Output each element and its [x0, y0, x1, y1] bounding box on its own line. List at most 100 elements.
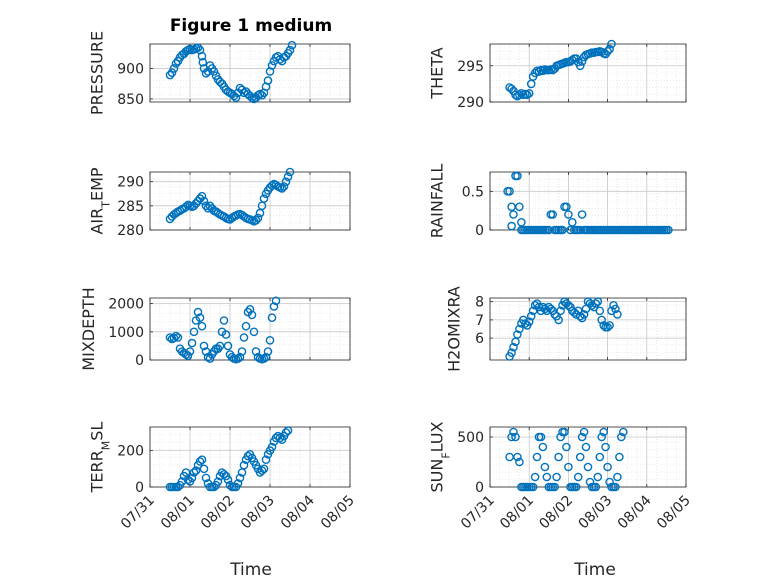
panel-sun-flux-data-point — [536, 432, 546, 442]
panel-air-temp-y-tick-label: 290 — [117, 175, 144, 191]
panel-sun-flux-data-point — [617, 432, 626, 442]
panel-theta-data-point — [575, 61, 585, 71]
panel-sun-flux-x-tick-label: 07/31 — [458, 493, 498, 533]
panel-terr-msl-data-point — [213, 477, 223, 486]
panel-terr-msl-data-point — [177, 477, 187, 486]
panel-pressure-data-point — [171, 59, 181, 68]
panel-air-temp-y-tick-label: 280 — [117, 223, 144, 239]
panel-terr-msl-x-tick-label: 08/03 — [238, 493, 278, 533]
panel-mixdepth-data-point — [239, 333, 249, 342]
panel-h2omixra-data-point — [507, 348, 516, 358]
panel-mixdepth-data-point — [251, 347, 261, 356]
panel-rainfall-data-point — [548, 210, 558, 219]
panel-mixdepth-data-point — [237, 347, 247, 356]
panel-terr-msl-data-point — [199, 464, 209, 474]
panel-h2omixra-data-point — [593, 297, 603, 306]
panel-terr-msl-data-point — [195, 457, 205, 466]
panel-rainfall-data-point — [568, 217, 577, 227]
panel-h2omixra: 6 7 8 H2OMIXRA — [445, 286, 687, 372]
panel-mixdepth-data-point — [169, 333, 179, 343]
panel-mixdepth-data-point — [247, 310, 257, 320]
panel-air-temp-data-point — [181, 202, 191, 212]
panel-sun-flux-data-point — [550, 482, 560, 492]
panel-air-temp-data-point — [251, 215, 261, 225]
panel-sun-flux-x-tick-label: 08/01 — [497, 493, 537, 533]
panel-terr-msl-data-point — [191, 466, 201, 475]
panel-mixdepth-data-point — [265, 335, 275, 345]
panel-rainfall-data-point — [507, 221, 516, 231]
panel-air-temp-axes-box — [149, 171, 351, 231]
panel-pressure-data-point — [198, 58, 208, 67]
panel-sun-flux-data-point — [579, 427, 589, 437]
panel-pressure-y-tick-label: 900 — [117, 61, 144, 77]
panel-rainfall-y-tick-label: 0 — [475, 223, 484, 239]
panel-mixdepth-data-point — [193, 307, 203, 317]
panel-sun-flux-data-point — [619, 427, 628, 437]
panel-theta-y-tick-label: 295 — [457, 59, 484, 75]
x-axis-label-right: Time — [573, 560, 616, 580]
panel-h2omixra-data-point — [564, 300, 573, 310]
panel-sun-flux-x-tick-label: 08/02 — [536, 493, 576, 533]
panel-air-temp-data-point — [267, 181, 277, 190]
panel-pressure-data-point — [231, 93, 241, 102]
panel-mixdepth: 0 1000 2000 MIXDEPTH — [79, 287, 351, 371]
panel-mixdepth-data-point — [215, 341, 225, 351]
panel-theta-axes-box — [489, 43, 687, 103]
panel-mixdepth-data-point — [253, 352, 263, 362]
panel-sun-flux-data-point — [591, 482, 601, 492]
panel-h2omixra-data-point — [613, 310, 622, 319]
panel-mixdepth-y-tick-label: 0 — [135, 353, 144, 369]
panel-mixdepth-data-point — [261, 352, 271, 362]
panel-terr-msl-ylabel: TERRMSL — [88, 422, 113, 494]
panel-theta-ylabel: THETA — [428, 47, 447, 99]
panel-pressure-data-point — [285, 45, 295, 55]
panel-h2omixra-data-point — [509, 342, 518, 352]
panel-sun-flux-data-point — [562, 442, 571, 452]
panel-air-temp-data-point — [199, 196, 209, 206]
panel-rainfall-data-point — [564, 210, 573, 219]
panel-pressure-data-point — [169, 64, 179, 73]
panel-theta-data-point — [603, 47, 612, 56]
panel-terr-msl-y-tick-label: 0 — [135, 480, 144, 496]
panel-pressure-data-point — [165, 70, 175, 80]
panel-mixdepth-data-point — [205, 354, 215, 363]
panel-terr-msl-data-point — [209, 482, 219, 492]
panel-h2omixra-data-point — [526, 311, 536, 321]
panel-theta-data-point — [607, 39, 616, 49]
panel-air-temp-data-point — [281, 177, 291, 186]
panel-terr-msl-data-point — [243, 451, 253, 461]
panel-sun-flux-data-point — [560, 427, 569, 437]
panel-sun-flux-data-point — [528, 482, 538, 492]
panel-h2omixra-data-point — [597, 315, 607, 325]
panel-mixdepth-data-point — [245, 304, 255, 314]
panel-pressure-data-point — [287, 40, 297, 50]
panel-mixdepth-y-tick-label: 1000 — [108, 325, 144, 341]
panel-air-temp-data-point — [285, 167, 295, 177]
panel-theta-y-tick-label: 290 — [457, 95, 484, 111]
panel-terr-msl-data-point — [267, 442, 277, 452]
panel-h2omixra-data-point — [515, 324, 524, 334]
panel-terr-msl-data-point — [271, 433, 281, 443]
panel-terr-msl-data-point — [225, 480, 235, 490]
panel-sun-flux-data-point — [575, 452, 585, 462]
panel-h2omixra-data-point — [603, 322, 612, 332]
panel-terr-msl-data-point — [283, 426, 293, 435]
panel-theta-data-point — [538, 66, 548, 76]
panel-sun-flux-data-point — [615, 452, 624, 462]
panel-sun-flux-data-point — [581, 442, 591, 452]
panel-mixdepth-data-point — [227, 352, 237, 362]
panel-rainfall-data-point — [562, 202, 571, 212]
panel-terr-msl-x-tick-label: 08/04 — [278, 492, 318, 532]
panel-terr-msl-data-point — [275, 433, 285, 443]
panel-sun-flux-data-point — [530, 472, 540, 482]
panel-sun-flux-data-point — [552, 472, 561, 482]
panel-mixdepth-data-point — [183, 351, 193, 361]
panel-sun-flux-y-tick-label: 500 — [457, 430, 484, 446]
panel-pressure-data-point — [197, 51, 207, 61]
panel-h2omixra-data-point — [513, 330, 522, 339]
panel-mixdepth-data-point — [249, 327, 259, 337]
panel-mixdepth-data-point — [221, 330, 231, 339]
panel-mixdepth-data-point — [197, 321, 207, 331]
